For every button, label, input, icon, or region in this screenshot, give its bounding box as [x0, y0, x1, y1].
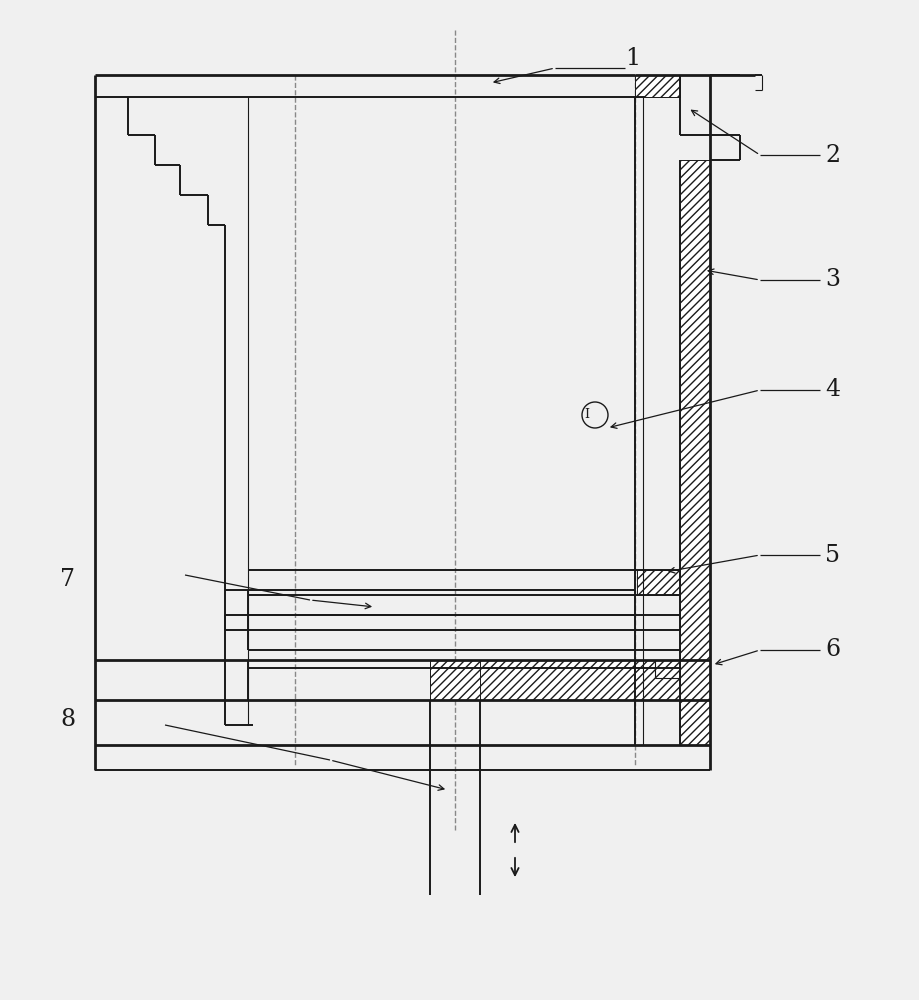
Bar [679, 160, 709, 745]
Text: 6: 6 [824, 638, 839, 662]
Text: 4: 4 [824, 378, 839, 401]
Text: 1: 1 [624, 47, 640, 70]
Bar [634, 75, 679, 97]
Text: 8: 8 [60, 708, 75, 731]
Bar [636, 570, 679, 595]
Bar [429, 660, 480, 700]
Bar [429, 660, 679, 700]
Text: 5: 5 [824, 544, 839, 566]
Text: 2: 2 [824, 144, 839, 167]
Text: 7: 7 [60, 568, 75, 591]
Text: 3: 3 [824, 268, 839, 292]
Text: I: I [584, 408, 589, 422]
